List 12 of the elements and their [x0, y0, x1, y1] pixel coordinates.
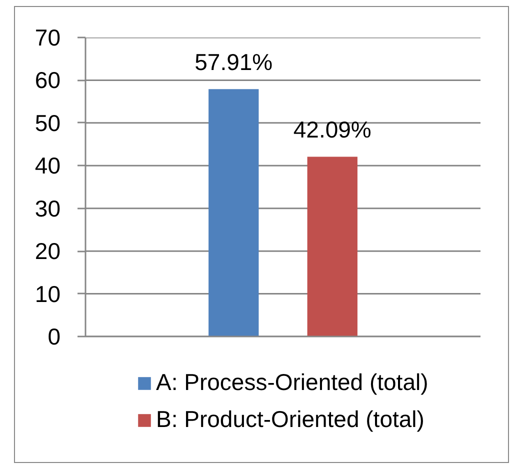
- legend-label: A: Process-Oriented (total): [156, 369, 428, 396]
- y-tick-label: 30: [34, 195, 61, 222]
- y-tick-label: 0: [48, 324, 61, 350]
- y-tick-label: 40: [34, 152, 61, 179]
- data-label: 42.09%: [293, 116, 372, 143]
- y-tick-label: 10: [34, 280, 61, 307]
- y-tick-label: 70: [34, 24, 61, 50]
- y-tick-label: 50: [34, 110, 61, 136]
- legend-label: B: Product-Oriented (total): [156, 406, 424, 433]
- data-label: 57.91%: [194, 49, 273, 76]
- y-tick-label: 60: [34, 67, 61, 94]
- y-tick-label: 20: [34, 238, 61, 264]
